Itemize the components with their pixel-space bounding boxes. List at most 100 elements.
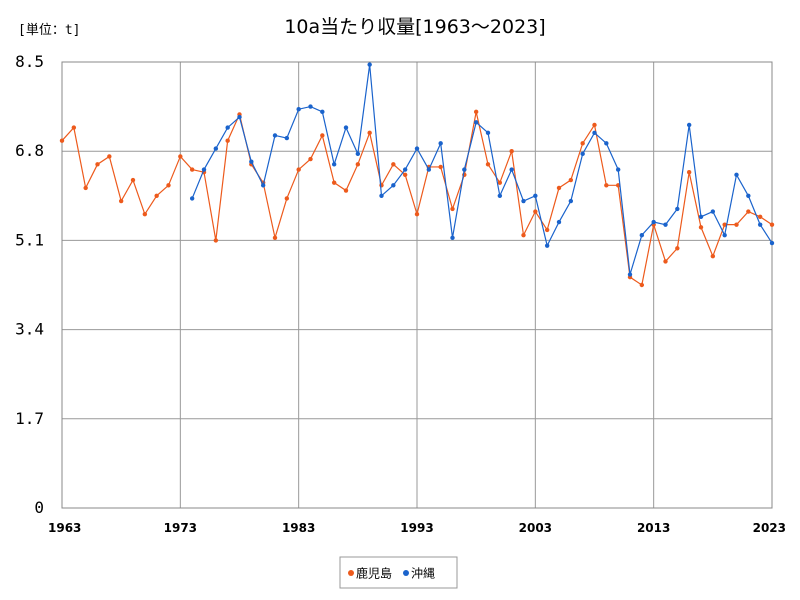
- data-point: [296, 107, 301, 112]
- data-point: [592, 122, 597, 128]
- data-point: [95, 162, 100, 167]
- chart-title: 10a当たり収量[1963〜2023]: [284, 16, 545, 38]
- x-tick-label: 1973: [164, 521, 197, 535]
- data-point: [272, 235, 278, 240]
- data-point: [746, 209, 751, 214]
- data-point: [757, 214, 763, 219]
- data-point: [627, 272, 633, 277]
- data-point: [734, 172, 739, 178]
- data-point: [462, 167, 467, 172]
- data-point: [604, 183, 609, 188]
- x-tick-label: 2023: [753, 521, 786, 535]
- data-point: [355, 151, 361, 157]
- data-point: [142, 211, 148, 217]
- data-point: [698, 225, 704, 230]
- data-point: [497, 193, 503, 198]
- data-point: [556, 185, 562, 191]
- data-point: [533, 209, 538, 214]
- data-point: [710, 253, 716, 259]
- data-point: [438, 164, 443, 170]
- legend-marker: [403, 570, 409, 576]
- x-tick-label: 1983: [282, 521, 315, 535]
- data-point: [308, 156, 313, 162]
- data-point: [355, 162, 361, 167]
- data-point: [769, 240, 775, 246]
- data-point: [639, 282, 645, 288]
- legend-label: 鹿児島: [356, 566, 392, 581]
- data-point: [675, 246, 680, 251]
- data-point: [178, 154, 183, 159]
- data-point: [497, 180, 503, 185]
- data-point: [757, 222, 763, 227]
- data-point: [533, 193, 538, 198]
- data-point: [509, 167, 514, 172]
- x-tick-label: 2003: [519, 521, 552, 535]
- data-point: [260, 183, 266, 188]
- data-point: [249, 159, 254, 164]
- series-line: [191, 64, 773, 275]
- y-tick-label: 0: [34, 498, 44, 517]
- data-point: [201, 167, 207, 172]
- data-point: [592, 130, 597, 136]
- data-point: [189, 196, 195, 201]
- data-point: [189, 167, 195, 172]
- data-point: [438, 141, 443, 146]
- data-point: [769, 222, 775, 227]
- x-tick-label: 2013: [637, 521, 670, 535]
- data-point: [130, 177, 136, 183]
- data-point: [331, 180, 337, 185]
- legend-marker: [348, 570, 354, 576]
- data-point: [237, 114, 242, 120]
- data-point: [675, 206, 680, 212]
- data-point: [698, 214, 704, 219]
- data-point: [710, 209, 716, 214]
- data-point: [580, 151, 585, 157]
- data-point: [272, 133, 278, 138]
- data-point: [651, 219, 656, 225]
- data-point: [379, 193, 384, 198]
- data-point: [663, 259, 668, 264]
- data-point: [485, 162, 491, 167]
- data-point: [509, 149, 514, 154]
- x-axis: 1963 1973 1983 1993 2003 2013 2023: [48, 521, 786, 535]
- data-point: [521, 232, 526, 238]
- data-point: [367, 62, 372, 67]
- data-point: [118, 198, 124, 204]
- data-point: [722, 232, 727, 238]
- data-point: [320, 133, 325, 138]
- data-point: [426, 167, 432, 172]
- y-axis: 0 1.7 3.4 5.1 6.8 8.5: [15, 52, 44, 517]
- data-point: [568, 198, 574, 204]
- y-tick-label: 3.4: [15, 320, 44, 339]
- data-point: [166, 183, 171, 188]
- plot-area-frame: [61, 61, 773, 509]
- data-point: [414, 211, 420, 217]
- data-point: [639, 232, 645, 238]
- data-point: [580, 141, 585, 146]
- data-point: [107, 154, 112, 159]
- data-point: [521, 198, 526, 204]
- data-point: [686, 122, 692, 128]
- data-point: [71, 125, 77, 130]
- data-point: [367, 130, 372, 136]
- legend-label: 沖縄: [411, 566, 435, 581]
- x-tick-label: 1993: [400, 521, 433, 535]
- data-point: [722, 222, 727, 227]
- series-okinawa: [189, 62, 775, 277]
- series-layer: [59, 62, 775, 288]
- legend: 鹿児島 沖縄: [339, 556, 458, 589]
- data-point: [59, 138, 65, 143]
- data-point: [663, 222, 668, 227]
- data-point: [213, 238, 219, 243]
- data-point: [308, 104, 313, 109]
- data-point: [284, 135, 290, 141]
- data-point: [402, 167, 408, 172]
- data-point: [296, 167, 301, 172]
- data-point: [391, 162, 396, 167]
- data-point: [284, 196, 290, 201]
- data-point: [414, 146, 420, 151]
- y-tick-label: 8.5: [15, 52, 44, 71]
- data-point: [213, 146, 219, 151]
- data-point: [450, 235, 455, 240]
